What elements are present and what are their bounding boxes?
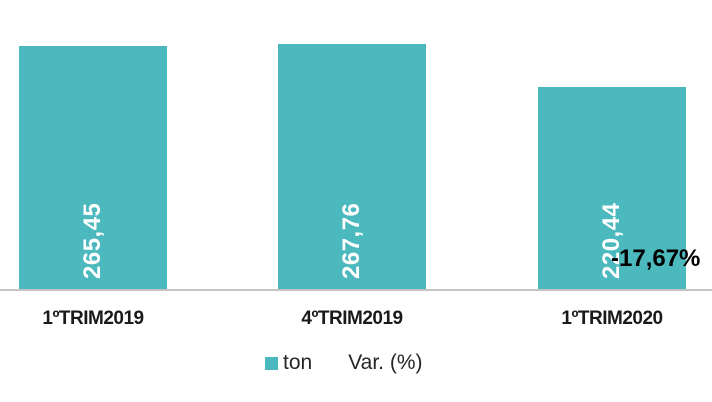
legend: ton Var. (%) [265,351,423,375]
var-percent-annotation: -17,67% [611,245,701,272]
bar-value-label: 265,45 [79,202,106,279]
legend-item: ton [265,351,312,375]
x-axis-category-label: 4ºTRIM2019 [301,308,403,329]
legend-item: Var. (%) [348,351,422,375]
bar: 267,76 [278,44,426,289]
bar: 265,45 [19,46,167,289]
x-axis-category-label: 1ºTRIM2019 [42,308,144,329]
x-axis-line [0,289,712,291]
x-axis-category-label: 1ºTRIM2020 [561,308,663,329]
bar: 220,44 [538,87,686,289]
bar-value-label: 267,76 [338,202,365,279]
legend-square-icon [265,356,278,370]
legend-label: Var. (%) [348,351,423,374]
legend-label: ton [283,351,313,374]
